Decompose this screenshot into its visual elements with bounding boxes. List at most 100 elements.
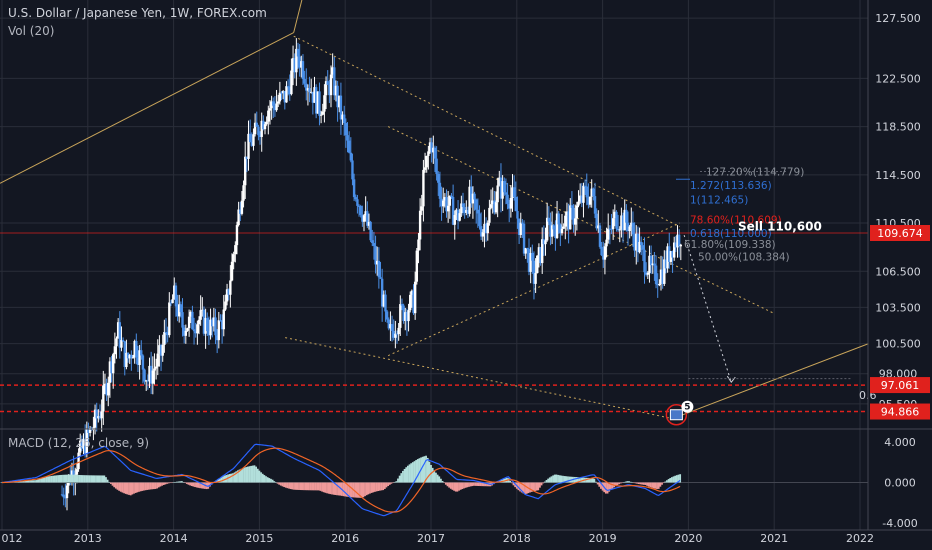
candle-body	[148, 365, 151, 382]
candle-body	[244, 156, 247, 186]
macd-histogram-bar	[438, 476, 441, 483]
candle-body	[113, 346, 117, 355]
candle-body	[349, 152, 353, 161]
macd-histogram-bar	[552, 475, 554, 483]
macd-histogram-bar	[411, 462, 414, 483]
candle-body	[404, 312, 407, 321]
candle-body	[483, 223, 486, 233]
candle-body	[610, 228, 613, 230]
grid	[0, 0, 868, 530]
candle-body	[564, 215, 567, 227]
candle-body	[290, 70, 293, 95]
sell-label: Sell 110,600	[738, 220, 822, 234]
macd-histogram-bar	[575, 477, 578, 483]
macd-histogram-bar	[317, 482, 320, 491]
macd-histogram-bar	[651, 482, 653, 488]
candle-body	[448, 195, 452, 206]
macd-histogram-bar	[675, 475, 678, 483]
candle-body	[560, 228, 564, 234]
macd-histogram-bar	[448, 482, 451, 488]
candle-body	[250, 142, 254, 146]
candle-body	[499, 177, 503, 199]
candle-body	[326, 81, 329, 85]
macd-histogram-bar	[469, 482, 472, 487]
macd-histogram-bar	[284, 482, 287, 488]
candle-body	[435, 158, 438, 174]
macd-histogram-bar	[242, 468, 244, 483]
macd-histogram-bar	[200, 482, 203, 489]
candle-body	[539, 247, 542, 264]
macd-histogram-bar	[535, 482, 538, 491]
candle-body	[395, 333, 399, 335]
macd-histogram-bar	[423, 456, 426, 483]
macd-histogram-bar	[606, 482, 609, 494]
candle-body	[237, 209, 240, 226]
macd-histogram-bar	[215, 480, 218, 483]
candle-body	[347, 140, 351, 153]
candle-body	[98, 416, 102, 419]
macd-histogram-bar	[331, 482, 333, 495]
macd-histogram-bar	[194, 482, 196, 488]
macd-histogram-bar	[454, 482, 457, 492]
macd-histogram-bar	[24, 480, 26, 483]
macd-histogram-bar	[403, 468, 406, 483]
macd-histogram-bar	[75, 474, 78, 483]
candle-body	[374, 245, 377, 265]
candle-body	[64, 497, 67, 499]
macd-histogram-bar	[512, 482, 515, 486]
candle-body	[445, 197, 448, 212]
macd-histogram-bar	[243, 467, 246, 483]
candle-body	[654, 265, 658, 285]
candle-body	[641, 245, 645, 250]
macd-histogram-bar	[312, 482, 315, 491]
macd-histogram-bar	[466, 482, 469, 488]
candle-body	[517, 218, 521, 235]
macd-histogram-bar	[370, 482, 373, 493]
candle-body	[305, 83, 308, 91]
candle-body	[651, 263, 654, 266]
macd-histogram-bar	[350, 482, 353, 498]
macd-histogram-bar	[461, 482, 464, 490]
candle-body	[620, 215, 623, 230]
macd-histogram-bar	[667, 479, 670, 483]
candle-body	[600, 246, 603, 256]
macd-histogram-bar	[580, 477, 583, 483]
candle-body	[283, 91, 287, 103]
macd-histogram-bar	[548, 477, 551, 483]
candle-body	[501, 181, 504, 199]
macd-histogram-bar	[103, 475, 106, 483]
macd-histogram-bar	[510, 482, 513, 484]
candle-body	[592, 188, 595, 197]
macd-histogram-bar	[48, 476, 51, 483]
candle-body	[544, 240, 547, 245]
candle-body	[79, 440, 82, 453]
candle-body	[344, 123, 348, 136]
macd-histogram-bar	[124, 482, 127, 494]
candle-body	[107, 382, 110, 396]
macd-histogram-bar	[157, 482, 160, 488]
candle-body	[382, 294, 386, 307]
candle-body	[400, 304, 404, 306]
macd-histogram-bar	[29, 480, 31, 483]
macd-histogram-bar	[537, 482, 540, 491]
macd-histogram-bar	[377, 482, 380, 491]
macd-histogram-bar	[55, 475, 58, 483]
candle-body	[252, 134, 255, 146]
candle-body	[298, 56, 301, 68]
x-tick-label: 2022	[846, 532, 874, 545]
candle-body	[105, 383, 108, 396]
macd-histogram-bar	[121, 482, 124, 493]
candle-body	[570, 205, 574, 208]
macd-histogram-bar	[321, 482, 323, 492]
macd-histogram-bar	[156, 482, 158, 489]
macd-histogram-bar	[52, 475, 55, 483]
candle-body	[184, 330, 188, 336]
candle-body	[450, 195, 453, 198]
macd-histogram-bar	[372, 482, 375, 493]
candle-body	[191, 311, 194, 330]
macd-histogram-bar	[336, 482, 338, 496]
candle-body	[366, 211, 369, 226]
candle-body	[262, 120, 265, 130]
candle-body	[130, 355, 133, 359]
